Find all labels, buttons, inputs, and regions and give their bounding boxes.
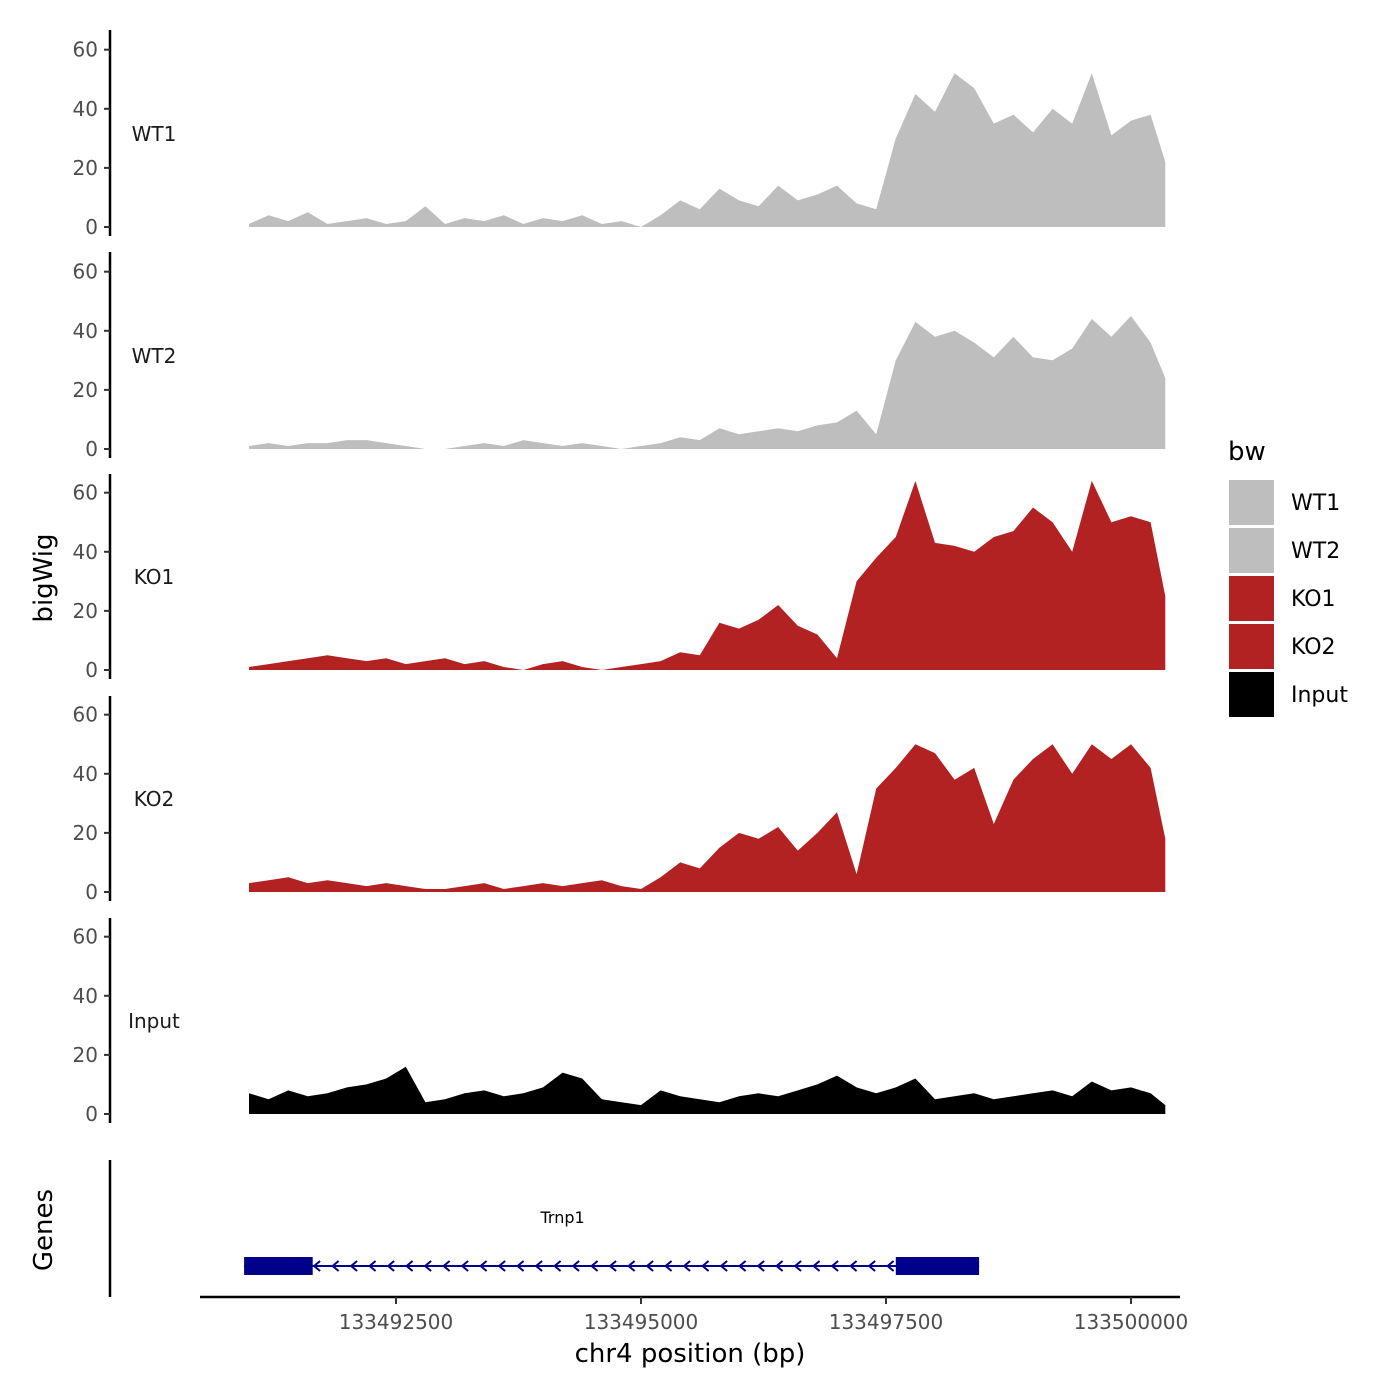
area-ko2 <box>249 744 1166 892</box>
y-tick-label: 60 <box>73 703 98 727</box>
y-tick-label: 60 <box>73 925 98 949</box>
gene-exon <box>895 1257 980 1275</box>
strand-arrow <box>830 1260 839 1272</box>
x-axis: 133492500 133495000 133497500 133500000 <box>200 1295 1189 1334</box>
legend-label-wt2: WT2 <box>1291 539 1340 564</box>
area-wt2 <box>249 316 1166 449</box>
gene-name-label: Trnp1 <box>539 1208 584 1227</box>
strand-arrow <box>812 1260 821 1272</box>
legend-label-wt1: WT1 <box>1291 491 1340 516</box>
track-label: KO1 <box>134 565 175 589</box>
strand-arrow <box>534 1260 543 1272</box>
strand-arrow <box>682 1260 691 1272</box>
x-tick-label: 133500000 <box>1074 1310 1189 1334</box>
y-tick-label: 0 <box>85 437 98 461</box>
gene-exon <box>244 1257 313 1275</box>
legend-label-ko2: KO2 <box>1291 635 1336 660</box>
legend-title: bw <box>1228 437 1266 467</box>
strand-arrow <box>553 1260 562 1272</box>
y-tick-label: 20 <box>73 599 98 623</box>
track-label: WT2 <box>132 344 177 368</box>
track-label: KO2 <box>134 787 175 811</box>
y-tick-label: 40 <box>73 97 98 121</box>
strand-arrow <box>627 1260 636 1272</box>
legend-swatch-wt1 <box>1229 480 1274 525</box>
x-tick-label: 133497500 <box>829 1310 944 1334</box>
y-tick-label: 40 <box>73 319 98 343</box>
strand-arrow <box>312 1260 321 1272</box>
legend-label-ko1: KO1 <box>1291 587 1336 612</box>
y-tick-label: 60 <box>73 481 98 505</box>
track-ko2: 0 20 40 60 KO2 <box>73 696 1166 904</box>
legend-swatch-ko2 <box>1229 624 1274 669</box>
strand-arrow <box>349 1260 358 1272</box>
strand-arrow <box>738 1260 747 1272</box>
strand-arrow <box>756 1260 765 1272</box>
strand-arrow <box>608 1260 617 1272</box>
legend-swatch-wt2 <box>1229 528 1274 573</box>
y-tick-label: 20 <box>73 156 98 180</box>
x-axis-title: chr4 position (bp) <box>575 1339 806 1369</box>
y-tick-label: 60 <box>73 38 98 62</box>
area-wt1 <box>249 73 1166 227</box>
area-input <box>249 1066 1166 1114</box>
strand-arrow <box>867 1260 876 1272</box>
legend-swatch-input <box>1229 672 1274 717</box>
y-tick-label: 20 <box>73 378 98 402</box>
y-tick-label: 0 <box>85 658 98 682</box>
strand-arrow <box>423 1260 432 1272</box>
strand-arrow <box>849 1260 858 1272</box>
legend-swatch-ko1 <box>1229 576 1274 621</box>
x-tick-label: 133495000 <box>584 1310 699 1334</box>
strand-arrow <box>368 1260 377 1272</box>
y-tick-label: 40 <box>73 984 98 1008</box>
y-tick-label: 60 <box>73 260 98 284</box>
legend: bw WT1 WT2 KO1 KO2 Input <box>1228 437 1348 717</box>
signal-tracks: 0 20 40 60 WT1 0 20 40 60 WT2 0 20 40 60 KO1 0 20 40 60 KO2… <box>73 30 1166 1126</box>
y-tick-label: 40 <box>73 540 98 564</box>
strand-arrow <box>701 1260 710 1272</box>
strand-arrow <box>497 1260 506 1272</box>
strand-arrow <box>645 1260 654 1272</box>
track-ko1: 0 20 40 60 KO1 <box>73 474 1166 682</box>
strand-arrow <box>719 1260 728 1272</box>
track-label: Input <box>128 1009 180 1033</box>
strand-arrow <box>793 1260 802 1272</box>
strand-arrow <box>571 1260 580 1272</box>
track-label: WT1 <box>132 122 177 146</box>
y-tick-label: 40 <box>73 762 98 786</box>
strand-arrow <box>460 1260 469 1272</box>
strand-arrow <box>331 1260 340 1272</box>
y-tick-label: 20 <box>73 1043 98 1067</box>
strand-arrow <box>479 1260 488 1272</box>
gene-track-title: Genes <box>29 1189 59 1271</box>
x-tick-label: 133492500 <box>339 1310 454 1334</box>
strand-arrow <box>590 1260 599 1272</box>
track-wt1: 0 20 40 60 WT1 <box>73 30 1166 239</box>
y-axis-title: bigWig <box>29 533 59 622</box>
strand-arrow <box>664 1260 673 1272</box>
y-tick-label: 20 <box>73 821 98 845</box>
y-tick-label: 0 <box>85 215 98 239</box>
legend-label-input: Input <box>1291 683 1348 708</box>
gene-track: Trnp1 <box>108 1160 980 1297</box>
strand-arrow <box>775 1260 784 1272</box>
strand-arrow <box>516 1260 525 1272</box>
strand-arrow <box>405 1260 414 1272</box>
area-ko1 <box>249 480 1166 670</box>
y-tick-label: 0 <box>85 880 98 904</box>
track-input: 0 20 40 60 Input <box>73 918 1166 1126</box>
strand-arrow <box>386 1260 395 1272</box>
track-wt2: 0 20 40 60 WT2 <box>73 252 1166 461</box>
strand-arrow <box>886 1260 895 1272</box>
strand-arrow <box>442 1260 451 1272</box>
y-tick-label: 0 <box>85 1102 98 1126</box>
